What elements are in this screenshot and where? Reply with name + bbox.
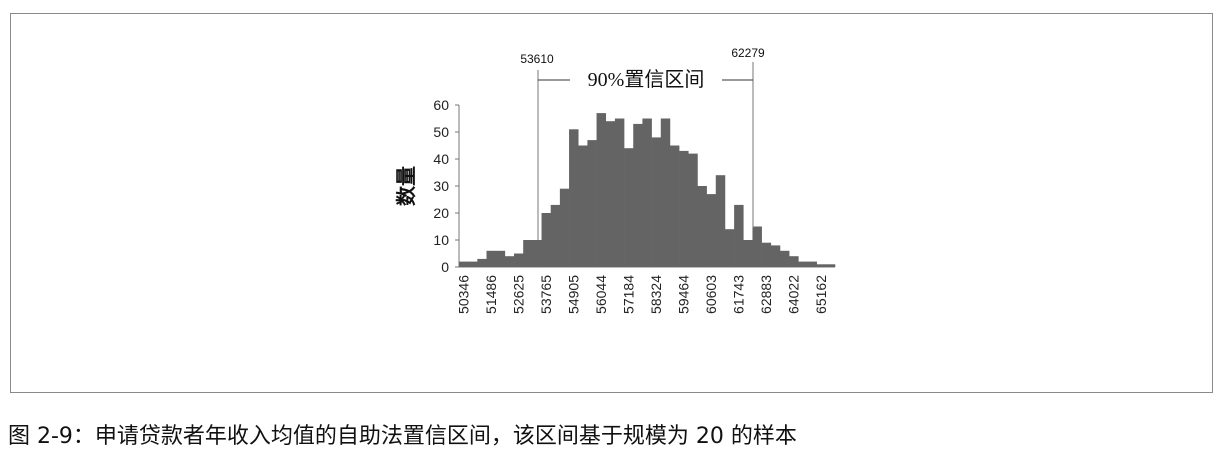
x-tick-label: 65162 bbox=[813, 275, 829, 314]
figure-caption: 图 2-9：申请贷款者年收入均值的自助法置信区间，该区间基于规模为 20 的样本 bbox=[8, 424, 797, 449]
histogram-bar bbox=[789, 256, 799, 267]
x-tick-label: 56044 bbox=[593, 275, 609, 314]
y-tick-label: 0 bbox=[441, 259, 449, 275]
histogram-bar bbox=[468, 261, 478, 267]
histogram-bar bbox=[825, 264, 836, 267]
ci-label: 90%置信区间 bbox=[588, 68, 705, 91]
histogram-bar bbox=[504, 256, 515, 267]
histogram-bar bbox=[779, 250, 790, 267]
histogram-bar bbox=[541, 213, 552, 267]
x-tick-label: 57184 bbox=[621, 275, 637, 314]
histogram-bar bbox=[569, 129, 579, 267]
bars-group bbox=[459, 113, 836, 268]
histogram-bar bbox=[614, 118, 625, 267]
histogram-bar bbox=[642, 118, 652, 267]
x-tick-label: 52625 bbox=[511, 275, 527, 314]
y-tick-label: 30 bbox=[433, 178, 449, 194]
histogram-bar bbox=[770, 245, 781, 267]
figure-frame bbox=[10, 13, 1213, 393]
histogram-bar bbox=[633, 123, 643, 268]
y-tick-label: 20 bbox=[433, 205, 449, 221]
histogram-bar bbox=[715, 175, 726, 267]
histogram-bar bbox=[697, 186, 707, 267]
histogram-bar bbox=[706, 194, 717, 267]
x-tick-label: 60603 bbox=[703, 275, 719, 314]
x-tick-label: 61743 bbox=[731, 275, 747, 314]
ci-lower-label: 53610 bbox=[520, 52, 554, 66]
histogram-bar bbox=[587, 140, 597, 267]
x-tick-label: 50346 bbox=[456, 275, 472, 314]
histogram-bar bbox=[495, 250, 506, 267]
histogram-bar bbox=[651, 137, 662, 267]
y-tick-label: 40 bbox=[433, 151, 449, 167]
y-axis-label: 数量 bbox=[394, 166, 418, 206]
x-tick-label: 53765 bbox=[538, 275, 554, 314]
histogram-bar bbox=[486, 250, 496, 267]
histogram-bar bbox=[514, 253, 524, 267]
histogram-bar bbox=[624, 148, 634, 267]
x-tick-label: 64022 bbox=[786, 275, 802, 314]
x-tick-label: 58324 bbox=[648, 275, 664, 314]
histogram-bar bbox=[596, 113, 607, 267]
histogram-bar bbox=[559, 188, 570, 267]
histogram-bar bbox=[816, 264, 827, 267]
histogram-bar bbox=[743, 240, 753, 267]
histogram-bar bbox=[578, 145, 588, 267]
x-tick-label: 51486 bbox=[483, 275, 499, 314]
histogram-bar bbox=[798, 261, 808, 267]
histogram-bar bbox=[752, 226, 762, 267]
histogram-bar bbox=[532, 240, 542, 267]
ci-upper-label: 62279 bbox=[731, 46, 765, 60]
histogram-bar bbox=[605, 121, 616, 267]
histogram-bar bbox=[660, 118, 671, 267]
y-tick-label: 10 bbox=[433, 232, 449, 248]
y-tick-label: 60 bbox=[433, 97, 449, 113]
x-tick-label: 62883 bbox=[758, 275, 774, 314]
histogram-bar bbox=[679, 150, 689, 267]
histogram-bar bbox=[761, 242, 772, 267]
y-ticks-group: 0 10 20 30 40 50 60 bbox=[433, 97, 459, 275]
y-tick-label: 50 bbox=[433, 124, 449, 140]
histogram-bar bbox=[459, 261, 469, 267]
x-tick-label: 54905 bbox=[566, 275, 582, 314]
histogram-bar bbox=[807, 261, 817, 267]
histogram-bar bbox=[669, 145, 680, 267]
x-ticks-group: 50346 51486 52625 53765 54905 56044 57184 58324… bbox=[456, 275, 830, 314]
x-tick-label: 59464 bbox=[676, 275, 692, 314]
histogram-bar bbox=[523, 240, 533, 267]
histogram-bar bbox=[724, 229, 735, 267]
histogram-bar bbox=[550, 204, 561, 267]
histogram-bar bbox=[477, 258, 487, 267]
histogram-bar bbox=[688, 153, 698, 267]
histogram-bar bbox=[734, 204, 744, 267]
